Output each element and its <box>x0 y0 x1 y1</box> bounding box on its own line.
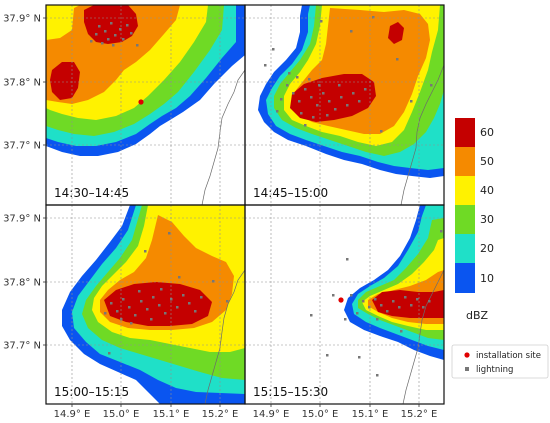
y-tick-top-37.7: 37.7° N <box>3 141 41 152</box>
colorbar-swatch-50 <box>455 147 475 176</box>
y-tick-bottom-37.7: 37.7° N <box>3 341 41 352</box>
colorbar-label-20: 20 <box>480 242 494 255</box>
colorbar-label-30: 30 <box>480 213 494 226</box>
colorbar-label-60: 60 <box>480 126 494 139</box>
dbz-colorbar: 60 50 40 30 20 10 dBZ <box>455 118 494 322</box>
colorbar-swatch-30 <box>455 205 475 234</box>
gray-square-icon <box>465 367 469 371</box>
y-tick-bottom-37.9: 37.9° N <box>3 214 41 225</box>
x-tick-right-14.9: 14.9° E <box>253 409 290 420</box>
x-tick-left-15.2: 15.2° E <box>202 409 239 420</box>
y-tick-bottom-37.8: 37.8° N <box>3 278 41 289</box>
x-tick-left-14.9: 14.9° E <box>54 409 91 420</box>
x-tick-left-15.0: 15.0° E <box>103 409 140 420</box>
x-tick-right-15.2: 15.2° E <box>401 409 438 420</box>
colorbar-swatch-10 <box>455 263 475 293</box>
x-tick-right-15.1: 15.1° E <box>352 409 389 420</box>
colorbar-label-50: 50 <box>480 155 494 168</box>
colorbar-swatch-40 <box>455 176 475 205</box>
y-axis-labels-bottom: 37.9° N 37.8° N 37.7° N <box>3 214 41 352</box>
legend-lightning: lightning <box>476 365 513 375</box>
radar-panel-3: 15:00–15:15 <box>46 205 245 404</box>
x-axis-labels-right: 14.9° E 15.0° E 15.1° E 15.2° E <box>253 409 438 420</box>
radar-panel-1: 14:30–14:45 <box>46 5 245 205</box>
panel-2-time-label: 14:45–15:00 <box>253 186 328 200</box>
panel-3-time-label: 15:00–15:15 <box>54 385 129 399</box>
panel-4-time-label: 15:15–15:30 <box>253 385 328 399</box>
y-axis-labels-top: 37.9° N 37.8° N 37.7° N <box>3 14 41 152</box>
x-tick-left-15.1: 15.1° E <box>153 409 190 420</box>
colorbar-label-10: 10 <box>480 272 494 285</box>
panel-frames <box>45 4 445 405</box>
colorbar-swatch-20 <box>455 234 475 263</box>
radar-panel-2: 14:45–15:00 <box>245 5 444 205</box>
panel-1-time-label: 14:30–14:45 <box>54 186 129 200</box>
legend-installation-site: installation site <box>476 351 541 361</box>
colorbar-swatch-60 <box>455 118 475 147</box>
colorbar-unit-label: dBZ <box>466 309 489 322</box>
y-tick-top-37.9: 37.9° N <box>3 14 41 25</box>
colorbar-label-40: 40 <box>480 184 494 197</box>
x-axis-labels-left: 14.9° E 15.0° E 15.1° E 15.2° E <box>54 409 239 420</box>
radar-panel-4: 15:15–15:30 <box>245 205 444 404</box>
y-tick-top-37.8: 37.8° N <box>3 78 41 89</box>
red-dot-icon <box>464 352 470 358</box>
x-tick-right-15.0: 15.0° E <box>302 409 339 420</box>
map-legend: installation site lightning <box>451 344 549 379</box>
